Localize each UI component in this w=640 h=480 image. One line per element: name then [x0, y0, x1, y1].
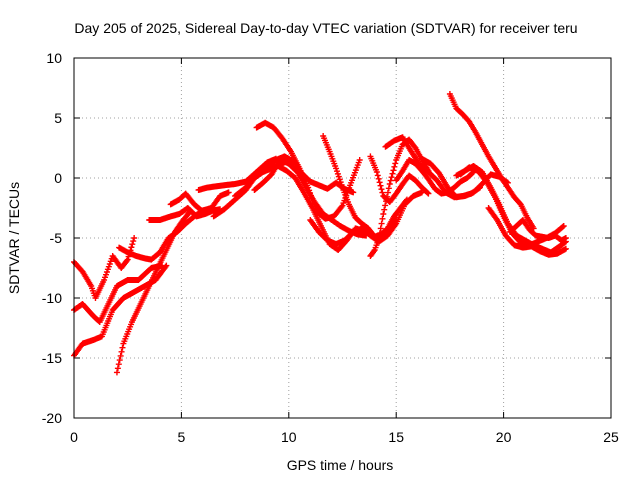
data-point	[562, 245, 569, 252]
data-point	[388, 174, 395, 181]
data-point	[390, 167, 397, 174]
data-point	[123, 257, 130, 264]
data-point	[130, 238, 137, 245]
data-point	[391, 163, 398, 170]
data-point	[389, 170, 396, 177]
grid	[74, 58, 611, 418]
series-track-18	[393, 157, 477, 197]
data-point	[381, 206, 388, 213]
data-point	[131, 235, 138, 241]
x-tick-label: 20	[496, 429, 512, 445]
data-point	[375, 175, 382, 182]
data-point	[378, 186, 385, 193]
data-point	[128, 244, 135, 251]
data-point	[377, 225, 384, 232]
series-track-1	[71, 235, 138, 301]
data-point	[225, 189, 232, 196]
data-point	[116, 357, 123, 364]
data-point	[163, 262, 170, 269]
x-tick-label: 15	[388, 429, 404, 445]
data-point	[333, 165, 340, 172]
data-point	[335, 173, 342, 180]
y-tick-label: -15	[42, 350, 62, 366]
data-point	[124, 256, 131, 263]
data-point	[338, 203, 345, 210]
data-point	[115, 361, 122, 368]
series-track-8	[195, 155, 279, 193]
y-tick-label: -10	[42, 290, 62, 306]
data-point	[373, 169, 380, 175]
series-track-2	[71, 262, 166, 325]
data-point	[114, 365, 121, 372]
plot-frame	[73, 57, 612, 419]
data-point	[379, 189, 386, 196]
data-point	[385, 185, 392, 192]
series-track-7	[167, 189, 232, 215]
x-axis-label: GPS time / hours	[287, 457, 394, 473]
data-point	[117, 352, 124, 359]
data-series	[71, 91, 569, 376]
data-point	[333, 168, 340, 175]
data-point	[338, 181, 345, 188]
data-point	[559, 223, 566, 230]
data-point	[376, 235, 383, 241]
x-tick-label: 0	[70, 429, 78, 445]
data-point	[387, 177, 394, 184]
data-point	[119, 344, 126, 351]
series-track-17	[367, 153, 432, 205]
data-point	[380, 211, 387, 217]
data-point	[386, 181, 393, 187]
series-track-25	[507, 217, 569, 244]
data-point	[562, 235, 569, 241]
y-axis-label: SDTVAR / TECUs	[6, 182, 22, 294]
data-point	[337, 179, 344, 186]
series-track-6	[146, 205, 224, 223]
series-track-15	[307, 189, 425, 247]
y-tick-label: 10	[46, 50, 62, 66]
y-tick-label: -5	[50, 230, 63, 246]
data-point	[118, 348, 125, 355]
data-point	[379, 215, 386, 222]
series-track-3	[71, 262, 170, 359]
data-point	[370, 248, 377, 255]
data-point	[334, 170, 341, 177]
chart-title: Day 205 of 2025, Sidereal Day-to-day VTE…	[74, 20, 577, 36]
y-tick-label: 5	[54, 110, 62, 126]
axis-tick-labels: 0 5 10 15 20 25 -20 -15 -10 -5 0 5 10	[42, 50, 619, 445]
data-point	[376, 230, 383, 237]
data-point	[382, 202, 389, 209]
data-point	[162, 263, 169, 270]
data-point	[350, 189, 357, 196]
data-point	[377, 182, 384, 189]
data-point	[560, 223, 567, 229]
data-point	[384, 189, 391, 196]
x-tick-label: 10	[281, 429, 297, 445]
series-track-16	[367, 136, 432, 259]
x-tick-label: 25	[603, 429, 619, 445]
series-track-21	[446, 91, 537, 232]
data-point	[374, 172, 381, 179]
series-track-4	[113, 208, 193, 376]
data-point	[356, 157, 363, 163]
data-point	[392, 160, 399, 167]
data-point	[424, 189, 431, 196]
x-tick-label: 5	[178, 429, 186, 445]
data-point	[113, 369, 120, 376]
data-point	[376, 179, 383, 186]
series-track-24	[485, 205, 569, 258]
y-tick-label: -20	[42, 410, 62, 426]
data-point	[425, 190, 432, 197]
data-point	[129, 241, 136, 248]
y-tick-label: 0	[54, 170, 62, 186]
data-point	[336, 176, 343, 183]
data-point	[378, 220, 385, 227]
series-track-12	[253, 119, 363, 222]
